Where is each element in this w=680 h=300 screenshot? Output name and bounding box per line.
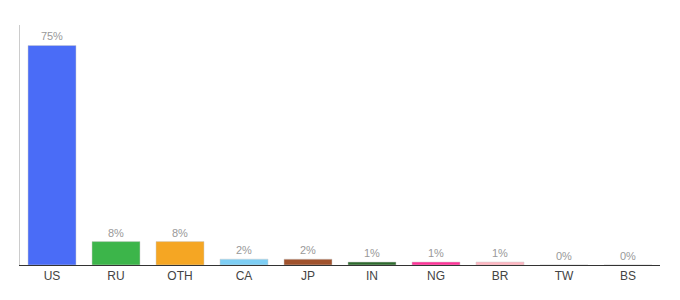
svg-text:IN: IN (366, 269, 378, 283)
svg-text:OTH: OTH (167, 269, 192, 283)
svg-text:RU: RU (107, 269, 124, 283)
svg-text:NG: NG (427, 269, 445, 283)
svg-text:1%: 1% (364, 247, 380, 259)
svg-text:1%: 1% (492, 247, 508, 259)
svg-text:2%: 2% (236, 244, 252, 256)
svg-text:JP: JP (301, 269, 315, 283)
svg-text:75%: 75% (41, 30, 63, 42)
svg-text:BR: BR (492, 269, 509, 283)
svg-text:8%: 8% (172, 227, 188, 239)
svg-text:0%: 0% (620, 250, 636, 262)
svg-text:US: US (44, 269, 61, 283)
svg-text:1%: 1% (428, 247, 444, 259)
svg-text:CA: CA (236, 269, 253, 283)
svg-text:TW: TW (555, 269, 574, 283)
svg-text:2%: 2% (300, 244, 316, 256)
svg-text:0%: 0% (556, 250, 572, 262)
svg-text:BS: BS (620, 269, 636, 283)
svg-text:8%: 8% (108, 227, 124, 239)
